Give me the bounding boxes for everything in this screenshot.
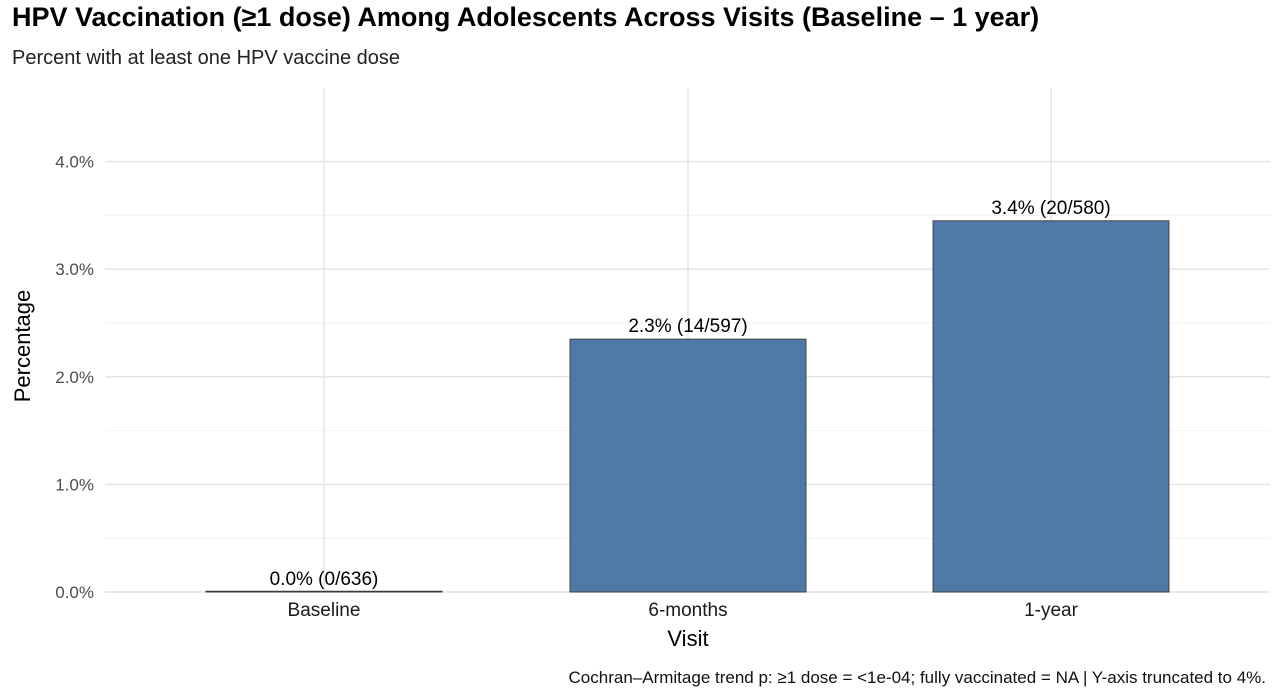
data-label: 2.3% (14/597) <box>628 316 747 337</box>
y-axis-ticks: 0.0% 1.0% 2.0% 3.0% 4.0% <box>55 153 94 602</box>
bar-baseline <box>205 590 443 593</box>
chart-title: HPV Vaccination (≥1 dose) Among Adolesce… <box>12 2 1040 32</box>
y-tick-label: 0.0% <box>55 583 94 602</box>
chart-caption: Cochran–Armitage trend p: ≥1 dose = <1e-… <box>568 668 1266 687</box>
y-tick-label: 1.0% <box>55 475 94 494</box>
bar-6-months <box>569 338 807 593</box>
bar-1-year <box>932 220 1170 593</box>
x-tick-label: 1-year <box>1024 600 1079 621</box>
data-label: 0.0% (0/636) <box>270 569 379 590</box>
x-tick-label: 6-months <box>648 600 727 621</box>
x-axis-title: Visit <box>667 626 708 651</box>
x-axis-ticks: Baseline 6-months 1-year <box>288 600 1079 621</box>
chart-subtitle: Percent with at least one HPV vaccine do… <box>12 47 400 69</box>
x-tick-label: Baseline <box>288 600 361 621</box>
bars <box>205 220 1170 593</box>
y-axis-title: Percentage <box>10 290 35 403</box>
data-label: 3.4% (20/580) <box>991 198 1110 219</box>
y-tick-label: 3.0% <box>55 260 94 279</box>
y-tick-label: 4.0% <box>55 153 94 172</box>
y-tick-label: 2.0% <box>55 368 94 387</box>
data-labels: 0.0% (0/636) 2.3% (14/597) 3.4% (20/580) <box>270 198 1111 590</box>
